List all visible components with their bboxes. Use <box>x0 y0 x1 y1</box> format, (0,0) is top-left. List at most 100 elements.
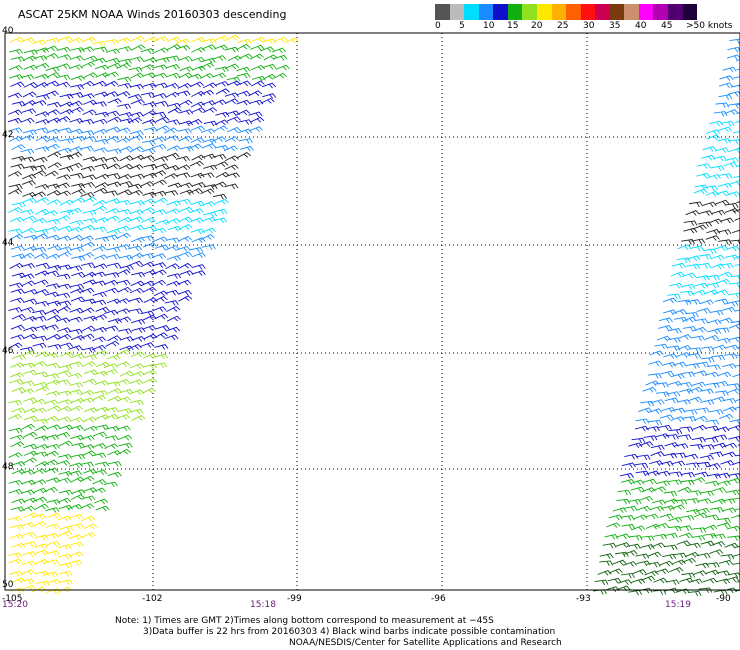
wind-barb <box>691 381 706 388</box>
wind-barb <box>20 74 35 80</box>
wind-barb <box>734 256 740 259</box>
wind-barb <box>729 38 740 45</box>
wind-barb <box>32 361 47 367</box>
wind-barb <box>33 233 49 240</box>
wind-barb <box>44 450 59 457</box>
wind-barb <box>202 38 217 44</box>
wind-barb <box>45 218 61 225</box>
wind-barb <box>80 503 95 509</box>
wind-barb <box>68 316 83 323</box>
wind-barb <box>189 217 204 224</box>
wind-barb <box>165 64 180 70</box>
wind-barb <box>608 568 623 575</box>
wind-barb <box>654 343 669 350</box>
wind-barb <box>21 584 36 591</box>
lon-label-90: -90 <box>716 594 731 604</box>
wind-barb <box>152 262 167 268</box>
wind-barb <box>165 55 180 62</box>
wind-barb <box>45 253 60 260</box>
wind-barb <box>177 235 192 242</box>
wind-barb <box>130 237 146 243</box>
wind-barb <box>68 405 84 412</box>
wind-barb <box>662 553 677 560</box>
wind-barb <box>116 37 131 44</box>
wind-barb <box>214 119 229 126</box>
wind-barb <box>664 397 679 404</box>
wind-barb <box>118 163 133 170</box>
wind-barb <box>7 117 22 124</box>
wind-barb <box>23 298 38 305</box>
wind-barb <box>95 505 110 512</box>
wind-barb <box>710 165 725 172</box>
wind-barb <box>104 325 119 332</box>
wind-barb <box>57 497 72 504</box>
wind-barb <box>117 82 132 89</box>
wind-barb <box>165 263 180 270</box>
wind-barb <box>142 110 157 117</box>
wind-barb <box>106 126 121 133</box>
wind-barb <box>117 46 132 52</box>
wind-barb <box>32 513 47 520</box>
wind-barb <box>83 468 98 475</box>
wind-barb <box>659 513 674 520</box>
wind-barb <box>226 80 241 87</box>
wind-barb <box>606 522 621 529</box>
wind-barb <box>20 263 36 269</box>
wind-barb <box>154 100 169 107</box>
wind-barb <box>92 478 107 485</box>
wind-barb <box>68 462 84 469</box>
wind-barb <box>93 147 108 153</box>
wind-barb <box>727 535 740 542</box>
wind-barb <box>71 188 86 195</box>
wind-barb <box>621 524 636 530</box>
colorbar-label: 45 <box>661 21 673 31</box>
wind-barb <box>55 317 71 324</box>
wind-barb <box>91 487 106 494</box>
wind-barb <box>56 327 72 333</box>
wind-barb <box>215 88 230 95</box>
wind-barb <box>8 552 23 559</box>
wind-barb <box>634 462 649 469</box>
wind-barb <box>33 487 48 494</box>
wind-barb <box>45 507 60 513</box>
wind-barb <box>677 434 692 440</box>
wind-barb <box>676 399 691 405</box>
colorbar-swatch <box>638 4 654 20</box>
wind-barb <box>697 262 712 269</box>
wind-barb <box>663 491 678 497</box>
wind-barb <box>683 409 698 415</box>
wind-barb <box>640 544 655 550</box>
wind-barb <box>201 100 216 106</box>
wind-barb <box>681 572 696 579</box>
wind-barb <box>119 145 134 152</box>
wind-barb <box>116 349 131 356</box>
wind-barb <box>728 323 740 330</box>
wind-barb <box>92 314 108 320</box>
wind-barb <box>203 120 218 127</box>
wind-barb <box>81 361 96 367</box>
wind-barb <box>616 498 631 505</box>
wind-barb <box>225 34 240 41</box>
wind-barb <box>20 156 35 163</box>
wind-barb <box>733 508 740 511</box>
wind-barb <box>703 533 717 539</box>
wind-barb <box>732 131 740 134</box>
wind-barb <box>140 155 155 161</box>
wind-barb <box>667 328 682 334</box>
wind-barb <box>46 578 61 585</box>
wind-barb <box>104 156 120 163</box>
wind-barb <box>34 270 49 277</box>
wind-barb <box>704 437 719 443</box>
wind-barb <box>154 163 170 170</box>
wind-barb <box>214 145 229 151</box>
wind-barb <box>80 287 95 294</box>
wind-barb <box>224 136 239 143</box>
wind-barb <box>732 373 740 378</box>
wind-barb <box>718 82 734 89</box>
wind-barb <box>705 480 720 487</box>
wind-barb <box>142 353 157 359</box>
wind-barb <box>695 562 710 569</box>
wind-barb <box>20 469 35 476</box>
wind-barb <box>154 156 169 162</box>
wind-barb <box>22 350 37 356</box>
